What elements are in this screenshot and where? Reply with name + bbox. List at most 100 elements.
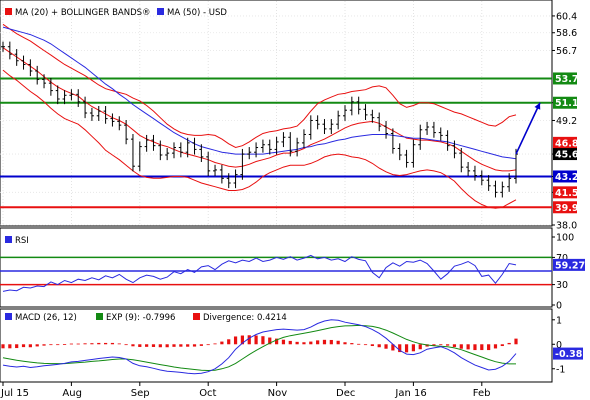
divergence-bar (350, 343, 354, 345)
divergence-bar (439, 344, 443, 346)
rsi-y-tick-label: 30 (556, 280, 568, 291)
divergence-bar (233, 336, 238, 345)
divergence-bar (261, 336, 265, 345)
divergence-bar (487, 344, 491, 351)
divergence-bar (240, 335, 244, 345)
divergence-bar (336, 340, 340, 345)
rsi-plot-frame (0, 227, 553, 308)
divergence-bar (124, 344, 128, 346)
divergence-bar (21, 344, 26, 348)
divergence-bar (473, 344, 477, 351)
divergence-bar (138, 344, 142, 347)
legend-label-ma50: MA (50) - USD (167, 8, 227, 18)
macd-axis: 1 0 -1 -0.38 (552, 315, 583, 375)
bollinger-lower-line (2, 69, 517, 209)
divergence-bar (56, 344, 60, 346)
price-y-tick-label: 58.6 (556, 28, 577, 39)
divergence-bar (432, 344, 436, 346)
divergence-bar (398, 344, 402, 353)
divergence-bar (404, 344, 409, 353)
divergence-bar (199, 344, 203, 346)
divergence-bar (268, 337, 272, 345)
ma50-line (2, 26, 517, 160)
x-tick-label: Oct (199, 388, 216, 399)
divergence-bar (295, 341, 299, 345)
divergence-bar (62, 344, 67, 345)
divergence-bar (466, 344, 470, 350)
level-tag-support-bg (553, 170, 577, 183)
divergence-bar (507, 342, 511, 345)
rsi-y-tick-label: 70 (556, 253, 568, 264)
macd-signal-line (2, 324, 516, 372)
price-tag-bg (553, 136, 577, 149)
divergence-bar (411, 344, 415, 352)
price-tag-bg (553, 148, 577, 161)
price-tag-label: 46.8 (555, 138, 579, 149)
divergence-bar (158, 344, 162, 348)
legend-swatch-macd (5, 313, 12, 320)
divergence-bar (227, 339, 231, 345)
divergence-bar (370, 344, 374, 347)
level-tag-resistance-bg (553, 96, 577, 109)
divergence-bar (459, 344, 463, 349)
legend-label-divergence: Divergence: 0.4214 (203, 313, 287, 323)
divergence-bar (179, 344, 183, 347)
legend-swatch-signal (96, 313, 103, 320)
legend-label-macd: MACD (26, 12) (15, 313, 77, 323)
divergence-bar (1, 344, 5, 349)
divergence-bar (90, 343, 94, 345)
legend-swatch-ma50 (157, 8, 164, 15)
level-tag-resistance-label: 53.7 (555, 74, 578, 85)
price-levels (0, 77, 552, 209)
macd-legend: MACD (26, 12) EXP (9): -0.7996 Divergenc… (5, 313, 287, 323)
price-y-tick-label: 49.2 (556, 116, 577, 127)
divergence-bar (165, 344, 169, 348)
forecast-arrow-line (515, 102, 541, 155)
x-axis: Jul 15 Aug Sep Oct Nov Dec Jan 16 Feb (0, 382, 491, 399)
macd-y-tick-label: 0 (556, 340, 562, 351)
divergence-bar (192, 344, 197, 347)
divergence-bar (316, 340, 320, 345)
legend-swatch-divergence (193, 313, 200, 320)
divergence-bar (322, 339, 327, 345)
x-tick-label: Nov (268, 388, 288, 399)
macd-last-tag-bg (553, 347, 583, 360)
level-tag-resistance-bg (553, 72, 577, 85)
rsi-axis: 100 70 30 0 59.27 (552, 233, 585, 312)
divergence-bar (49, 344, 53, 346)
price-y-tick-label: 56.7 (556, 46, 577, 57)
rsi-last-tag-bg (553, 258, 585, 271)
divergence-bar (343, 342, 347, 345)
divergence-bar (446, 344, 450, 346)
divergence-bar (220, 341, 224, 345)
level-tag-stop-label: 39.9 (555, 203, 578, 214)
legend-swatch-rsi (5, 236, 12, 243)
macd-line (2, 319, 517, 375)
divergence-bar (357, 343, 361, 345)
x-tick-label: Jul 15 (0, 388, 29, 399)
divergence-bar (391, 344, 395, 351)
legend-label-bollinger: MA (20) + BOLLINGER BANDS® (15, 8, 151, 18)
divergence-bar (76, 343, 80, 345)
divergence-bar (254, 335, 258, 345)
divergence-bar (206, 344, 210, 346)
legend-swatch-bollinger (5, 8, 12, 15)
divergence-bar (131, 344, 135, 347)
macd-y-tick-label: -1 (556, 364, 565, 375)
rsi-panel: 100 70 30 0 59.27 RSI (0, 227, 585, 312)
divergence-bar (363, 344, 368, 346)
price-legend: MA (20) + BOLLINGER BANDS® MA (50) - USD (5, 8, 227, 18)
x-tick-label: Feb (473, 388, 491, 399)
level-tag-stop-bg (553, 201, 577, 214)
divergence-bar (97, 342, 101, 345)
divergence-bar (302, 342, 306, 345)
divergence-bar (104, 342, 108, 345)
legend-label-signal: EXP (9): -0.7996 (106, 313, 175, 323)
divergence-bar (117, 343, 121, 345)
divergence-bar (452, 344, 457, 347)
divergence-bar (110, 342, 115, 345)
macd-series (1, 319, 518, 375)
divergence-bar (69, 343, 73, 345)
x-tick-label: Sep (131, 388, 150, 399)
price-series (1, 23, 541, 209)
